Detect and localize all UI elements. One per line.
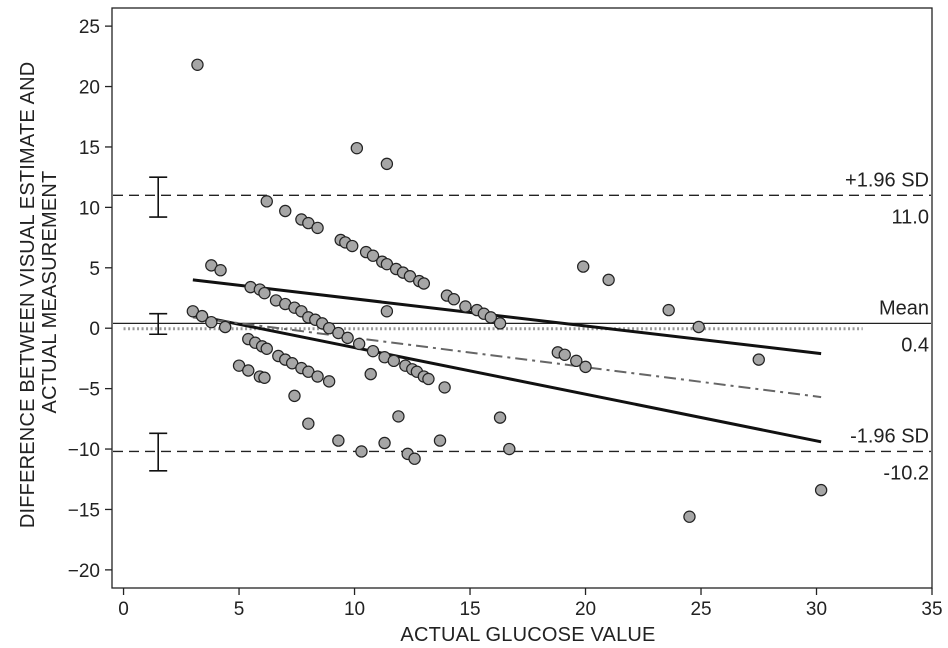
- data-point: [258, 371, 271, 384]
- data-point: [387, 354, 401, 368]
- y-tick-label: 5: [89, 259, 100, 280]
- data-point: [422, 372, 435, 386]
- data-point: [692, 320, 705, 334]
- y-tick-label: −10: [68, 440, 100, 461]
- data-point: [366, 249, 380, 262]
- data-point: [205, 315, 218, 329]
- y-axis-title-line-1: DIFFERENCE BETWEEN VISUAL ESTIMATE AND: [17, 62, 39, 529]
- data-point: [408, 452, 421, 465]
- data-point: [302, 417, 315, 430]
- data-point: [352, 337, 366, 351]
- x-tick-label: 0: [118, 599, 129, 620]
- data-point: [484, 311, 498, 324]
- regression-line: [192, 316, 822, 399]
- x-tick-label: 35: [921, 599, 942, 620]
- reference-line-value: -10.2: [883, 462, 929, 484]
- data-point: [332, 434, 345, 447]
- data-point: [311, 370, 324, 383]
- y-tick-label: 0: [89, 319, 100, 340]
- data-point: [378, 436, 391, 450]
- data-point: [258, 286, 271, 300]
- data-point: [602, 273, 615, 287]
- y-tick-label: 15: [79, 138, 100, 159]
- data-point: [366, 344, 380, 358]
- data-point: [260, 342, 273, 355]
- data-point: [260, 195, 273, 208]
- data-point: [350, 141, 364, 155]
- y-tick-label: 20: [79, 78, 100, 99]
- data-point: [447, 293, 461, 306]
- y-tick-label: −20: [68, 561, 100, 582]
- data-point: [341, 331, 354, 345]
- data-point: [577, 260, 590, 273]
- y-tick-label: −5: [78, 380, 100, 401]
- data-point: [380, 157, 394, 171]
- data-point: [438, 381, 451, 394]
- data-point: [279, 204, 292, 218]
- data-point: [380, 305, 394, 318]
- data-point: [493, 317, 507, 330]
- reference-line-label: +1.96 SD: [845, 169, 929, 191]
- y-tick-label: 10: [79, 198, 100, 219]
- data-point: [814, 483, 828, 497]
- reference-line-label: -1.96 SD: [850, 425, 929, 447]
- x-tick-label: 20: [575, 599, 596, 620]
- data-point: [364, 367, 377, 381]
- data-point: [214, 264, 227, 277]
- data-point: [311, 221, 324, 235]
- data-point: [662, 303, 675, 317]
- data-point: [322, 375, 336, 388]
- x-tick-label: 25: [690, 599, 711, 620]
- x-tick-label: 30: [806, 599, 827, 620]
- x-tick-label: 5: [234, 599, 245, 620]
- data-point: [433, 434, 447, 447]
- y-axis-title: DIFFERENCE BETWEEN VISUAL ESTIMATE AND A…: [17, 56, 61, 528]
- data-point: [570, 354, 583, 368]
- data-point: [191, 58, 204, 71]
- confidence-band-line: [192, 278, 822, 356]
- data-point: [459, 300, 472, 313]
- data-point: [503, 442, 516, 456]
- data-point: [218, 320, 232, 334]
- data-point: [683, 510, 696, 523]
- data-point: [579, 360, 592, 374]
- data-point: [752, 353, 765, 366]
- confidence-band-line: [192, 313, 822, 444]
- data-point: [355, 445, 368, 458]
- data-point: [288, 389, 301, 403]
- x-axis-title: ACTUAL GLUCOSE VALUE: [400, 624, 655, 646]
- data-point: [493, 411, 507, 424]
- data-point: [558, 348, 571, 361]
- data-point: [392, 410, 405, 423]
- x-tick-label: 15: [459, 599, 480, 620]
- y-tick-label: −15: [68, 500, 100, 521]
- x-tick-label: 10: [344, 599, 365, 620]
- y-tick-label: 25: [79, 17, 100, 38]
- data-point: [346, 239, 359, 253]
- y-axis-title-line-2: ACTUAL MEASUREMENT: [39, 171, 61, 414]
- data-point: [417, 277, 431, 290]
- reference-line-label: Mean: [879, 297, 929, 319]
- data-point: [195, 309, 209, 323]
- data-point: [242, 364, 255, 377]
- reference-line-value: 0.4: [901, 334, 929, 356]
- reference-line-value: 11.0: [892, 206, 929, 228]
- plot-frame: [111, 7, 933, 589]
